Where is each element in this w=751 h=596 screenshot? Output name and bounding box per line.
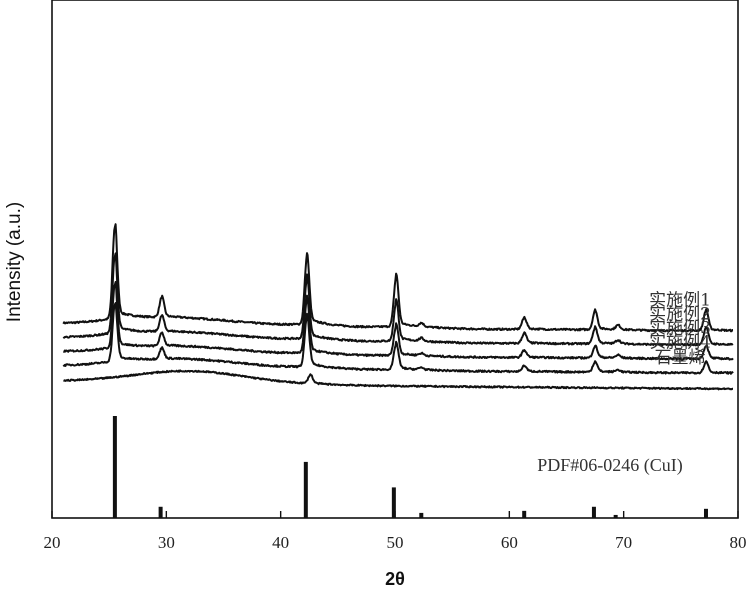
reference-peak-bar xyxy=(613,514,618,518)
x-tick-label: 40 xyxy=(272,533,289,552)
xrd-trace xyxy=(62,252,734,347)
x-axis-ticks: 20 30 40 50 60 70 80 xyxy=(44,511,747,552)
series-label: 石墨烯 xyxy=(655,348,706,368)
reference-peak-bar xyxy=(419,512,424,518)
reference-peak-bar xyxy=(522,510,527,518)
x-tick-label: 30 xyxy=(158,533,175,552)
reference-peak-bar xyxy=(303,461,308,518)
series-label: 实施例4 xyxy=(649,333,711,353)
x-axis-title: 2θ xyxy=(385,569,405,589)
xrd-trace xyxy=(62,302,734,375)
series-label: 实施例3 xyxy=(649,319,711,339)
x-tick-label: 50 xyxy=(387,533,404,552)
x-tick-label: 80 xyxy=(730,533,747,552)
xrd-trace xyxy=(63,281,734,361)
reference-peak-bar xyxy=(158,506,163,518)
xrd-traces xyxy=(62,223,734,391)
plot-frame xyxy=(51,0,739,519)
x-tick-label: 70 xyxy=(615,533,632,552)
reference-label: PDF#06-0246 (CuI) xyxy=(537,455,683,476)
series-label: 实施例2 xyxy=(649,305,711,325)
reference-pattern xyxy=(112,416,708,518)
reference-peak-bar xyxy=(112,416,117,518)
xrd-trace xyxy=(63,369,734,391)
y-axis-title: Intensity (a.u.) xyxy=(4,202,25,322)
reference-peak-bar xyxy=(703,508,708,518)
x-tick-label: 60 xyxy=(501,533,518,552)
reference-peak-bar xyxy=(391,487,396,518)
reference-peak-bar xyxy=(591,506,596,518)
xrd-trace xyxy=(62,223,734,333)
x-tick-label: 20 xyxy=(44,533,61,552)
series-label: 实施例1 xyxy=(649,291,711,311)
